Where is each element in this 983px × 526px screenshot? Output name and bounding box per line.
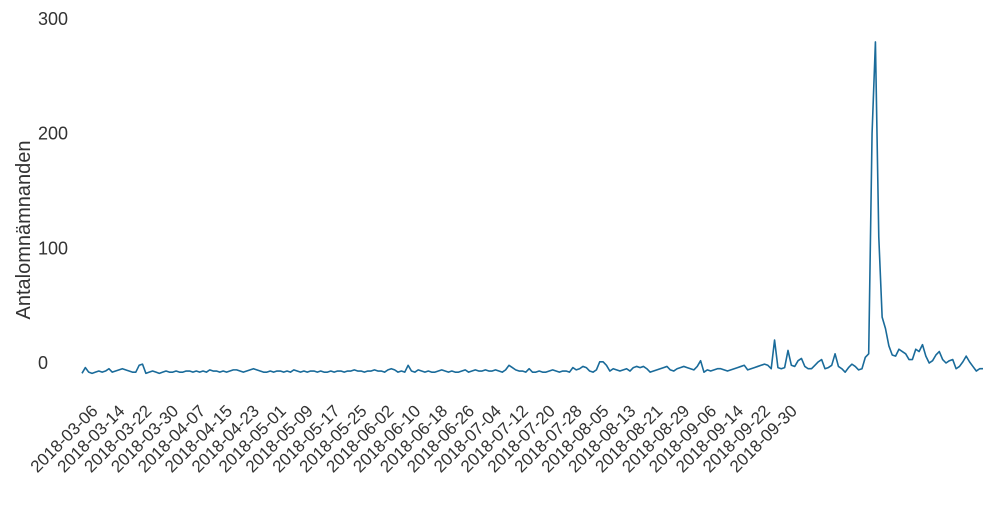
series-line: [81, 41, 983, 375]
y-axis-ticks: 0 100 200 300: [38, 9, 68, 373]
x-axis-ticks: 2018-03-062018-03-142018-03-222018-03-30…: [27, 401, 801, 476]
y-tick-label: 0: [38, 353, 48, 373]
y-tick-label: 200: [38, 124, 68, 144]
y-axis-label: Antalomnämnanden: [13, 140, 35, 319]
y-tick-label: 100: [38, 238, 68, 258]
y-tick-label: 300: [38, 9, 68, 29]
